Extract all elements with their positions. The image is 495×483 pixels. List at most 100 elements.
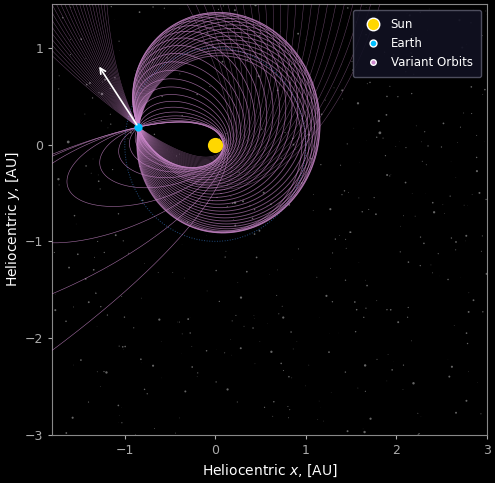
Point [447, 234, 455, 242]
Point [215, 298, 223, 305]
Point [100, 249, 108, 256]
Point [196, 199, 204, 207]
Point [173, 152, 181, 160]
Point [234, 279, 242, 286]
Point [361, 276, 369, 284]
Point [296, 58, 303, 66]
Point [387, 306, 395, 313]
Point [307, 155, 315, 162]
Point [69, 414, 77, 422]
Point [365, 206, 373, 213]
Point [193, 90, 201, 98]
Point [387, 170, 395, 178]
Point [74, 250, 82, 258]
Point [54, 175, 62, 183]
Point [81, 110, 89, 118]
Point [402, 68, 410, 75]
Point [237, 294, 245, 301]
Point [446, 373, 453, 381]
Point [313, 273, 321, 281]
Point [155, 316, 163, 324]
Point [266, 271, 274, 279]
Point [150, 425, 158, 432]
Point [286, 79, 294, 87]
Point [279, 313, 287, 321]
Point [62, 429, 70, 437]
Point [383, 171, 391, 179]
Point [440, 119, 447, 127]
Point [289, 345, 297, 353]
Point [160, 156, 168, 163]
Point [396, 248, 404, 256]
Point [163, 54, 171, 62]
Point [373, 133, 381, 141]
Point [479, 91, 487, 99]
Point [127, 129, 135, 137]
Point [136, 8, 144, 16]
Point [287, 328, 295, 336]
Point [321, 96, 329, 104]
Point [156, 49, 164, 57]
Point [103, 311, 111, 319]
Point [309, 191, 317, 199]
Point [184, 50, 192, 57]
Point [399, 361, 407, 369]
Point [193, 180, 200, 188]
Point [110, 15, 118, 23]
Point [407, 49, 415, 57]
Point [382, 152, 390, 159]
X-axis label: Heliocentric $x$, [AU]: Heliocentric $x$, [AU] [202, 463, 338, 479]
Point [131, 67, 139, 74]
Point [149, 3, 157, 11]
Point [302, 109, 310, 117]
Point [228, 317, 236, 325]
Point [115, 419, 123, 426]
Point [453, 139, 461, 146]
Point [99, 78, 106, 86]
Point [315, 106, 323, 114]
Point [231, 199, 239, 207]
Point [106, 111, 114, 118]
Point [331, 235, 339, 243]
Point [70, 303, 78, 311]
Point [237, 344, 245, 352]
Point [246, 202, 254, 210]
Point [363, 282, 371, 289]
Point [383, 377, 391, 385]
Point [82, 55, 90, 62]
Y-axis label: Heliocentric $y$, [AU]: Heliocentric $y$, [AU] [4, 152, 22, 287]
Point [401, 179, 409, 186]
Point [315, 397, 323, 405]
Point [87, 81, 95, 89]
Point [375, 117, 383, 125]
Point [316, 313, 324, 321]
Point [384, 351, 392, 358]
Point [219, 2, 227, 10]
Point [98, 117, 105, 125]
Point [394, 35, 402, 43]
Point [381, 48, 389, 56]
Point [452, 174, 460, 182]
Point [289, 134, 297, 142]
Point [422, 161, 430, 169]
Point [175, 24, 183, 32]
Point [480, 138, 488, 145]
Point [305, 361, 313, 369]
Point [115, 342, 123, 350]
Point [255, 32, 263, 40]
Point [86, 79, 94, 87]
Point [250, 315, 258, 323]
Point [329, 298, 337, 306]
Point [222, 247, 230, 255]
Point [457, 274, 465, 282]
Point [95, 89, 103, 97]
Point [94, 322, 101, 330]
Point [263, 202, 271, 210]
Point [435, 272, 443, 280]
Point [49, 114, 56, 122]
Point [463, 41, 471, 48]
Point [118, 419, 126, 426]
Point [458, 43, 466, 51]
Point [383, 111, 391, 119]
Point [255, 227, 263, 235]
